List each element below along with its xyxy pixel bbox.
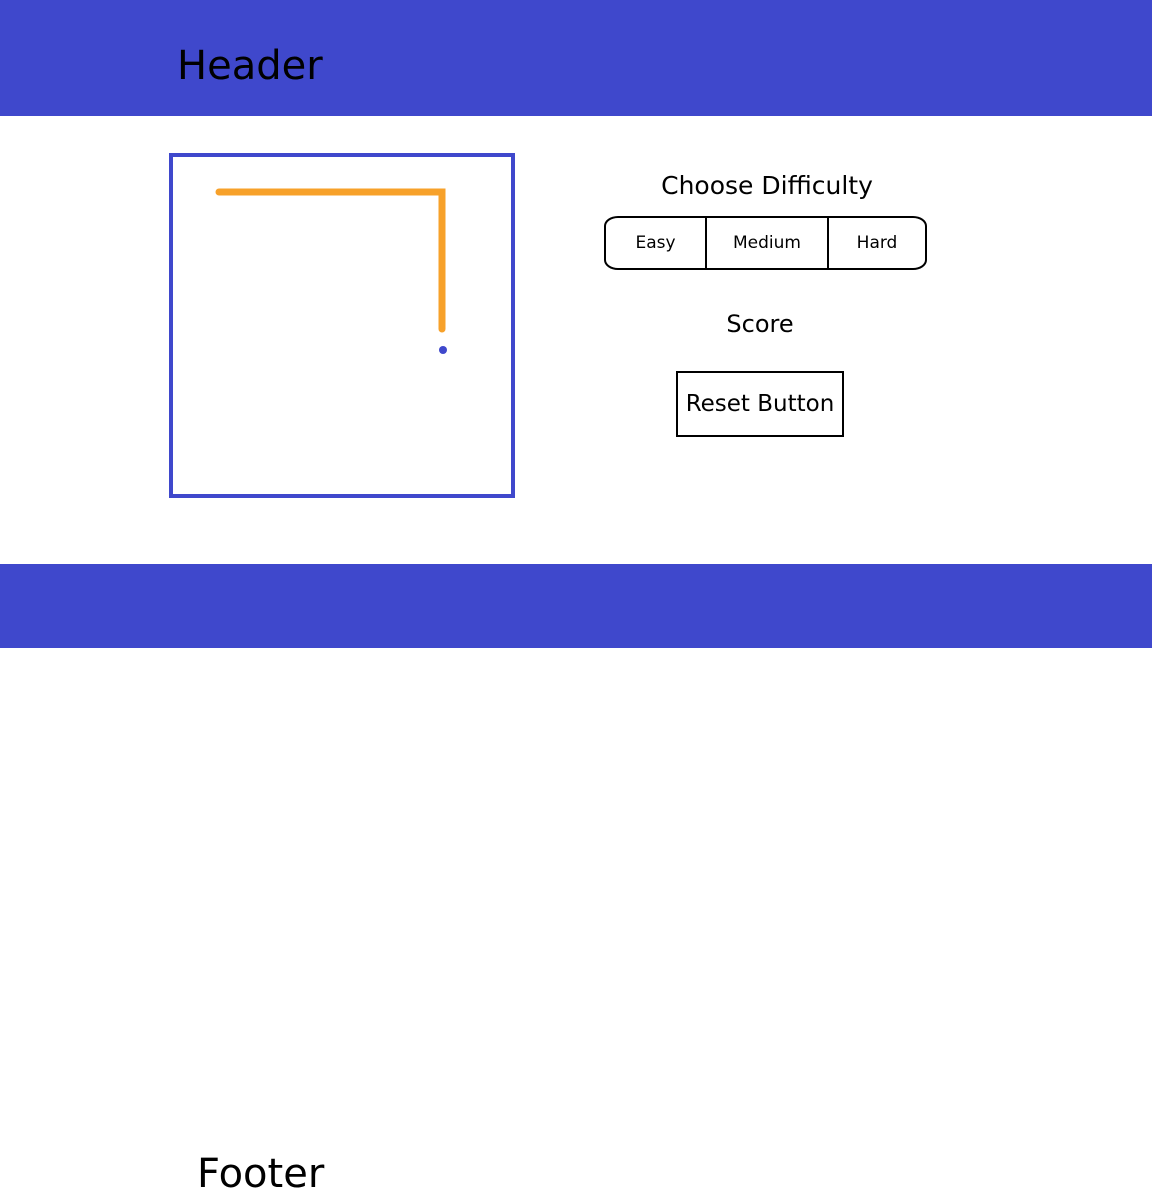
score-label: Score <box>726 310 794 338</box>
difficulty-hard-button[interactable]: Hard <box>856 233 898 253</box>
food-dot <box>439 346 447 354</box>
difficulty-easy-button[interactable]: Easy <box>606 218 707 268</box>
difficulty-medium-button[interactable]: Medium <box>707 218 829 268</box>
footer-bar: Footer <box>0 564 1152 1197</box>
header-bar: Header <box>0 0 1152 116</box>
reset-button[interactable]: Reset Button <box>676 371 844 437</box>
game-board[interactable] <box>169 153 515 498</box>
footer-title: Footer <box>197 1151 325 1197</box>
header-title: Header <box>177 43 323 89</box>
difficulty-selector: Easy Medium Hard <box>604 216 927 270</box>
game-canvas <box>215 188 447 354</box>
snake-body <box>215 188 446 333</box>
difficulty-title: Choose Difficulty <box>661 171 873 200</box>
